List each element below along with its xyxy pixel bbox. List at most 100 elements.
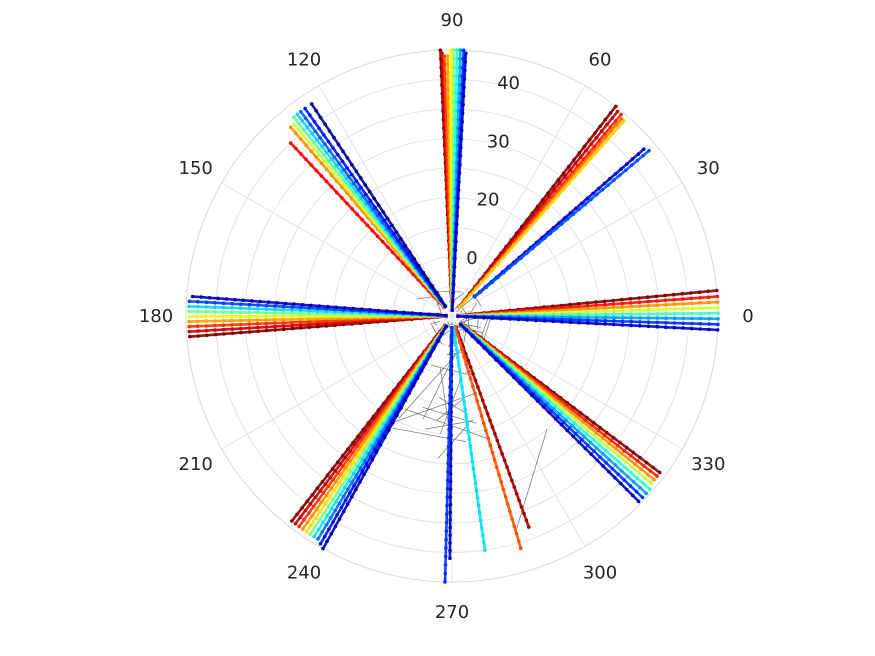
data-point xyxy=(579,422,584,427)
data-point xyxy=(473,315,478,320)
data-point xyxy=(324,523,329,527)
data-point xyxy=(646,299,650,304)
data-point xyxy=(600,436,605,440)
data-point xyxy=(458,370,462,375)
data-point xyxy=(562,187,566,191)
data-series xyxy=(450,51,468,312)
data-point xyxy=(507,265,512,270)
data-point xyxy=(624,445,629,450)
data-point xyxy=(300,506,304,510)
data-point xyxy=(599,129,604,133)
data-point xyxy=(449,359,453,364)
data-point xyxy=(439,297,443,302)
data-point xyxy=(464,315,469,319)
data-point xyxy=(359,185,363,190)
data-point xyxy=(455,65,459,70)
data-point xyxy=(339,170,344,174)
data-point xyxy=(594,431,598,435)
data-point xyxy=(610,466,614,471)
radial-tick-labels: 0 20 30 40 xyxy=(466,73,520,269)
data-series xyxy=(443,326,454,584)
data-point xyxy=(586,318,590,323)
data-point xyxy=(454,100,458,104)
data-point xyxy=(577,315,582,320)
data-point xyxy=(610,116,615,120)
data-point xyxy=(320,500,324,504)
data-point xyxy=(368,308,372,312)
data-point xyxy=(611,435,616,440)
data-point xyxy=(290,308,294,312)
data-point xyxy=(565,217,570,221)
data-point xyxy=(337,517,342,521)
data-point xyxy=(556,193,561,198)
data-point xyxy=(329,506,334,511)
data-point xyxy=(591,437,595,442)
data-point xyxy=(344,176,349,181)
data-point xyxy=(313,495,318,500)
data-point xyxy=(594,150,599,154)
data-point xyxy=(281,308,286,312)
data-point xyxy=(266,300,271,305)
data-point xyxy=(307,322,312,327)
data-point xyxy=(300,119,305,123)
data-point xyxy=(501,270,506,275)
data-point xyxy=(264,303,269,308)
data-point xyxy=(646,324,651,329)
data-point xyxy=(608,111,613,115)
data-point xyxy=(472,474,477,478)
data-point xyxy=(298,320,303,324)
data-series xyxy=(456,314,720,332)
data-point xyxy=(457,179,461,184)
data-point xyxy=(707,306,711,310)
data-point xyxy=(655,316,660,320)
data-point xyxy=(611,322,616,327)
data-point xyxy=(447,419,452,423)
data-point xyxy=(436,339,440,344)
data-point xyxy=(541,405,546,409)
data-point xyxy=(578,426,583,431)
data-point xyxy=(443,571,448,576)
data-point xyxy=(536,241,541,246)
data-point xyxy=(264,321,269,326)
data-point xyxy=(465,422,470,426)
data-point xyxy=(264,311,268,315)
data-point xyxy=(603,303,607,307)
data-point xyxy=(352,484,356,488)
data-point xyxy=(681,302,685,306)
data-point xyxy=(448,479,453,484)
data-point xyxy=(462,77,467,81)
data-point xyxy=(204,305,209,309)
data-point xyxy=(629,163,634,168)
data-point xyxy=(394,230,399,234)
data-point xyxy=(592,144,596,149)
data-point xyxy=(603,117,608,122)
data-point xyxy=(586,315,590,320)
data-point xyxy=(629,453,633,458)
data-point xyxy=(501,255,506,260)
data-point xyxy=(323,502,327,507)
data-point xyxy=(338,492,343,497)
data-point xyxy=(648,469,653,473)
data-point xyxy=(307,314,311,319)
data-point xyxy=(255,310,260,315)
data-point xyxy=(481,533,485,538)
data-point xyxy=(448,525,453,530)
data-point xyxy=(273,304,277,308)
data-point xyxy=(551,319,555,324)
data-point xyxy=(637,296,641,300)
data-point xyxy=(361,194,366,198)
data-point xyxy=(592,433,596,438)
data-point xyxy=(477,406,482,411)
data-point xyxy=(331,497,335,502)
data-point xyxy=(204,309,208,314)
connector-line xyxy=(435,290,462,293)
data-point xyxy=(546,191,550,195)
data-point xyxy=(638,308,642,312)
data-point xyxy=(329,185,334,189)
data-point xyxy=(364,462,369,466)
data-point xyxy=(485,274,490,278)
data-series xyxy=(451,325,487,552)
data-point xyxy=(474,286,479,291)
data-point xyxy=(258,299,263,304)
